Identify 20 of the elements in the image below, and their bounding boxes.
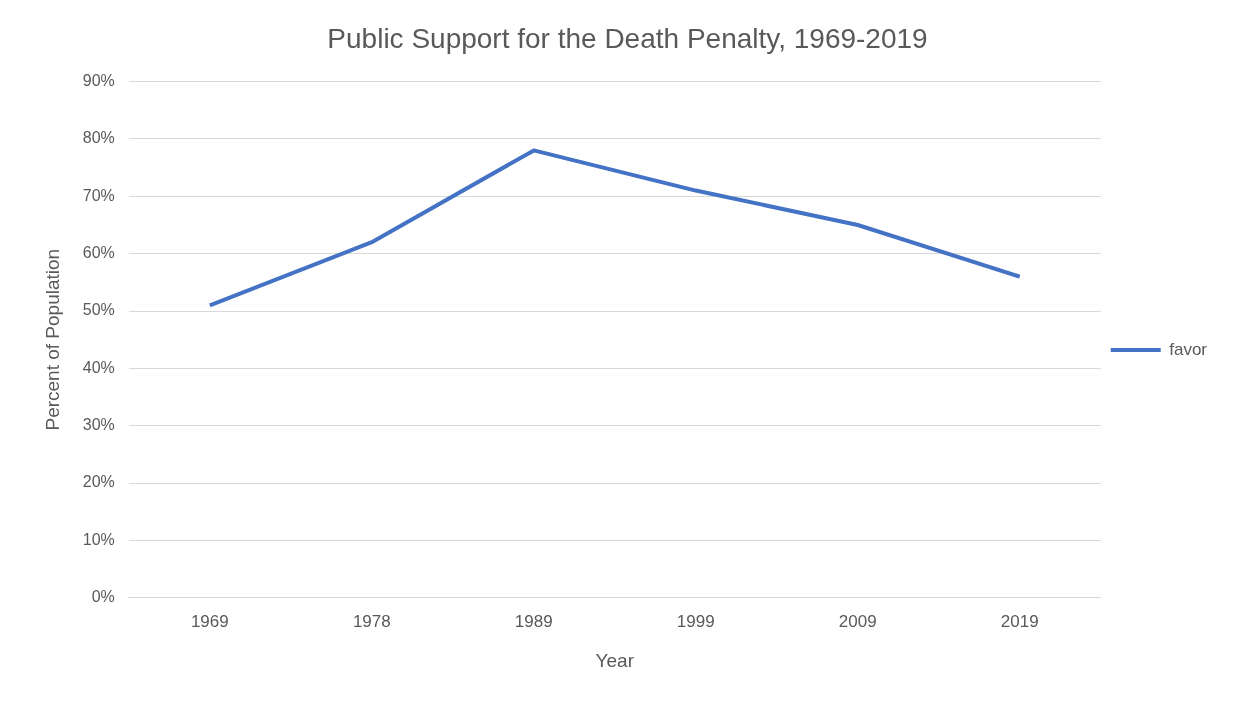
y-tick-label: 60% bbox=[82, 244, 115, 262]
x-tick-label: 1989 bbox=[514, 611, 553, 631]
y-tick-label: 90% bbox=[82, 72, 115, 90]
chart-title: Public Support for the Death Penalty, 1969-2019 bbox=[327, 22, 928, 54]
x-axis-title: Year bbox=[595, 649, 635, 671]
y-tick-label: 10% bbox=[82, 530, 115, 548]
y-axis-title: Percent of Population bbox=[41, 248, 63, 431]
y-tick-label: 20% bbox=[82, 473, 115, 491]
x-tick-label: 2019 bbox=[1000, 611, 1039, 631]
x-tick-label: 1969 bbox=[190, 611, 229, 631]
y-tick-label: 40% bbox=[82, 358, 115, 376]
x-tick-label: 2009 bbox=[838, 611, 877, 631]
y-tick-label: 0% bbox=[91, 588, 115, 606]
legend-label: favor bbox=[1169, 339, 1208, 359]
y-tick-label: 30% bbox=[82, 416, 115, 434]
x-tick-label: 1999 bbox=[676, 611, 715, 631]
y-tick-label: 80% bbox=[82, 129, 115, 147]
y-tick-label: 70% bbox=[82, 186, 115, 204]
y-tick-label: 50% bbox=[82, 301, 115, 319]
x-tick-label: 1978 bbox=[352, 611, 391, 631]
